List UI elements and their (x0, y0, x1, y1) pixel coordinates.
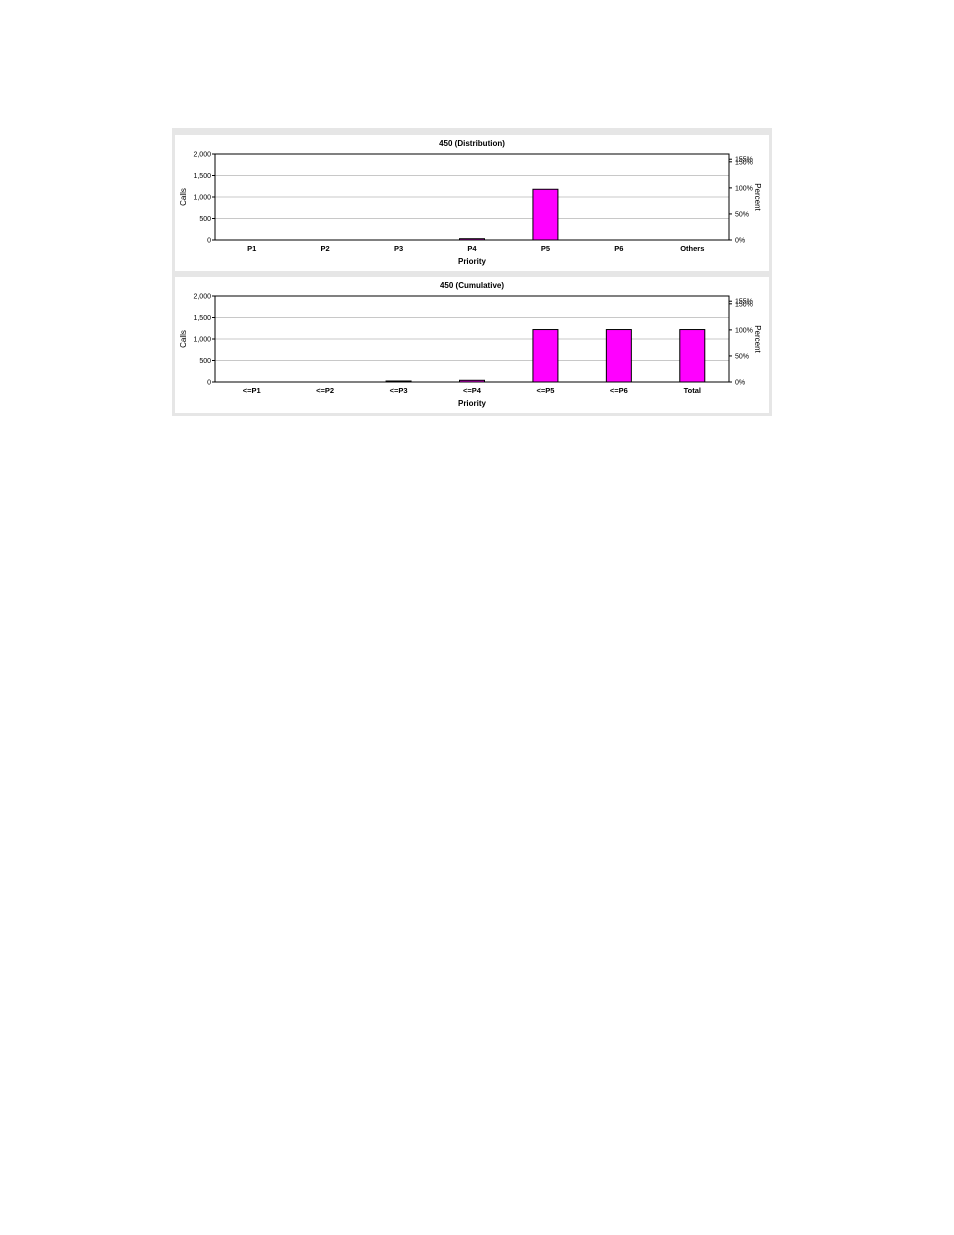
x-tick-label: <=P6 (610, 386, 628, 395)
chart-title: 450 (Cumulative) (440, 281, 504, 290)
x-axis-label: Priority (458, 399, 487, 408)
bar (532, 329, 559, 383)
y-tick-label: 500 (199, 216, 211, 223)
x-tick-label: P3 (394, 244, 403, 253)
y-tick-label: 1,500 (193, 315, 211, 322)
chart-title: 450 (Distribution) (439, 139, 505, 148)
y2-tick-label: 100% (735, 185, 753, 192)
y2-tick-label: 100% (735, 327, 753, 334)
bar (532, 188, 559, 241)
y-tick-label: 1,000 (193, 337, 211, 344)
x-tick-label: Total (684, 386, 701, 395)
distribution-chart: 450 (Distribution) 2,000 1,500 1,000 500 0 155… (179, 139, 762, 266)
bar (459, 238, 485, 241)
y-tick-label: 0 (207, 380, 211, 387)
x-tick-label: P2 (321, 244, 330, 253)
y-tick-label: 2,000 (193, 294, 211, 301)
y-axis-label: Calls (179, 188, 188, 206)
cumulative-chart: 450 (Cumulative)2,0001,5001,0005000155%1… (179, 281, 762, 408)
y-tick-label: 500 (199, 358, 211, 365)
y2-tick-label: 155% (735, 157, 753, 164)
bar (385, 380, 412, 383)
x-tick-label: P6 (614, 244, 623, 253)
y-tick-label: 1,500 (193, 173, 211, 180)
y2-tick-label: 0% (735, 380, 745, 387)
x-tick-label: Others (680, 244, 704, 253)
x-tick-label: P5 (541, 244, 550, 253)
y2-tick-label: 150% (735, 159, 753, 166)
bar (679, 329, 706, 383)
charts-frame: 450 (Distribution) 2,000 1,500 1,000 500 0 155… (172, 128, 772, 416)
y2-tick-label: 50% (735, 211, 749, 218)
x-tick-label: <=P3 (390, 386, 408, 395)
x-tick-label: <=P2 (316, 386, 334, 395)
x-tick-label: <=P1 (243, 386, 261, 395)
y2-tick-label: 155% (735, 299, 753, 306)
y-tick-label: 2,000 (193, 152, 211, 159)
x-tick-label: P4 (467, 244, 477, 253)
x-tick-label: <=P4 (463, 386, 482, 395)
x-tick-label: P1 (247, 244, 256, 253)
x-tick-label: <=P5 (536, 386, 554, 395)
y2-axis-label: Percent (753, 183, 762, 211)
bar (605, 329, 632, 383)
y2-tick-label: 50% (735, 353, 749, 360)
bar (459, 379, 485, 383)
y2-tick-label: 0% (735, 238, 745, 245)
cumulative-chart-panel: 450 (Cumulative) 2,000 1,500 1,000 500 0 155% 1… (175, 277, 769, 413)
y-tick-label: 1,000 (193, 195, 211, 202)
y-tick-label: 0 (207, 238, 211, 245)
y-axis-label: Calls (179, 330, 188, 348)
distribution-chart-panel: 450 (Distribution) 2,000 1,500 1,000 500 0 155… (175, 135, 769, 271)
y2-tick-label: 150% (735, 301, 753, 308)
y2-axis-label: Percent (753, 325, 762, 353)
x-axis-label: Priority (458, 257, 487, 266)
